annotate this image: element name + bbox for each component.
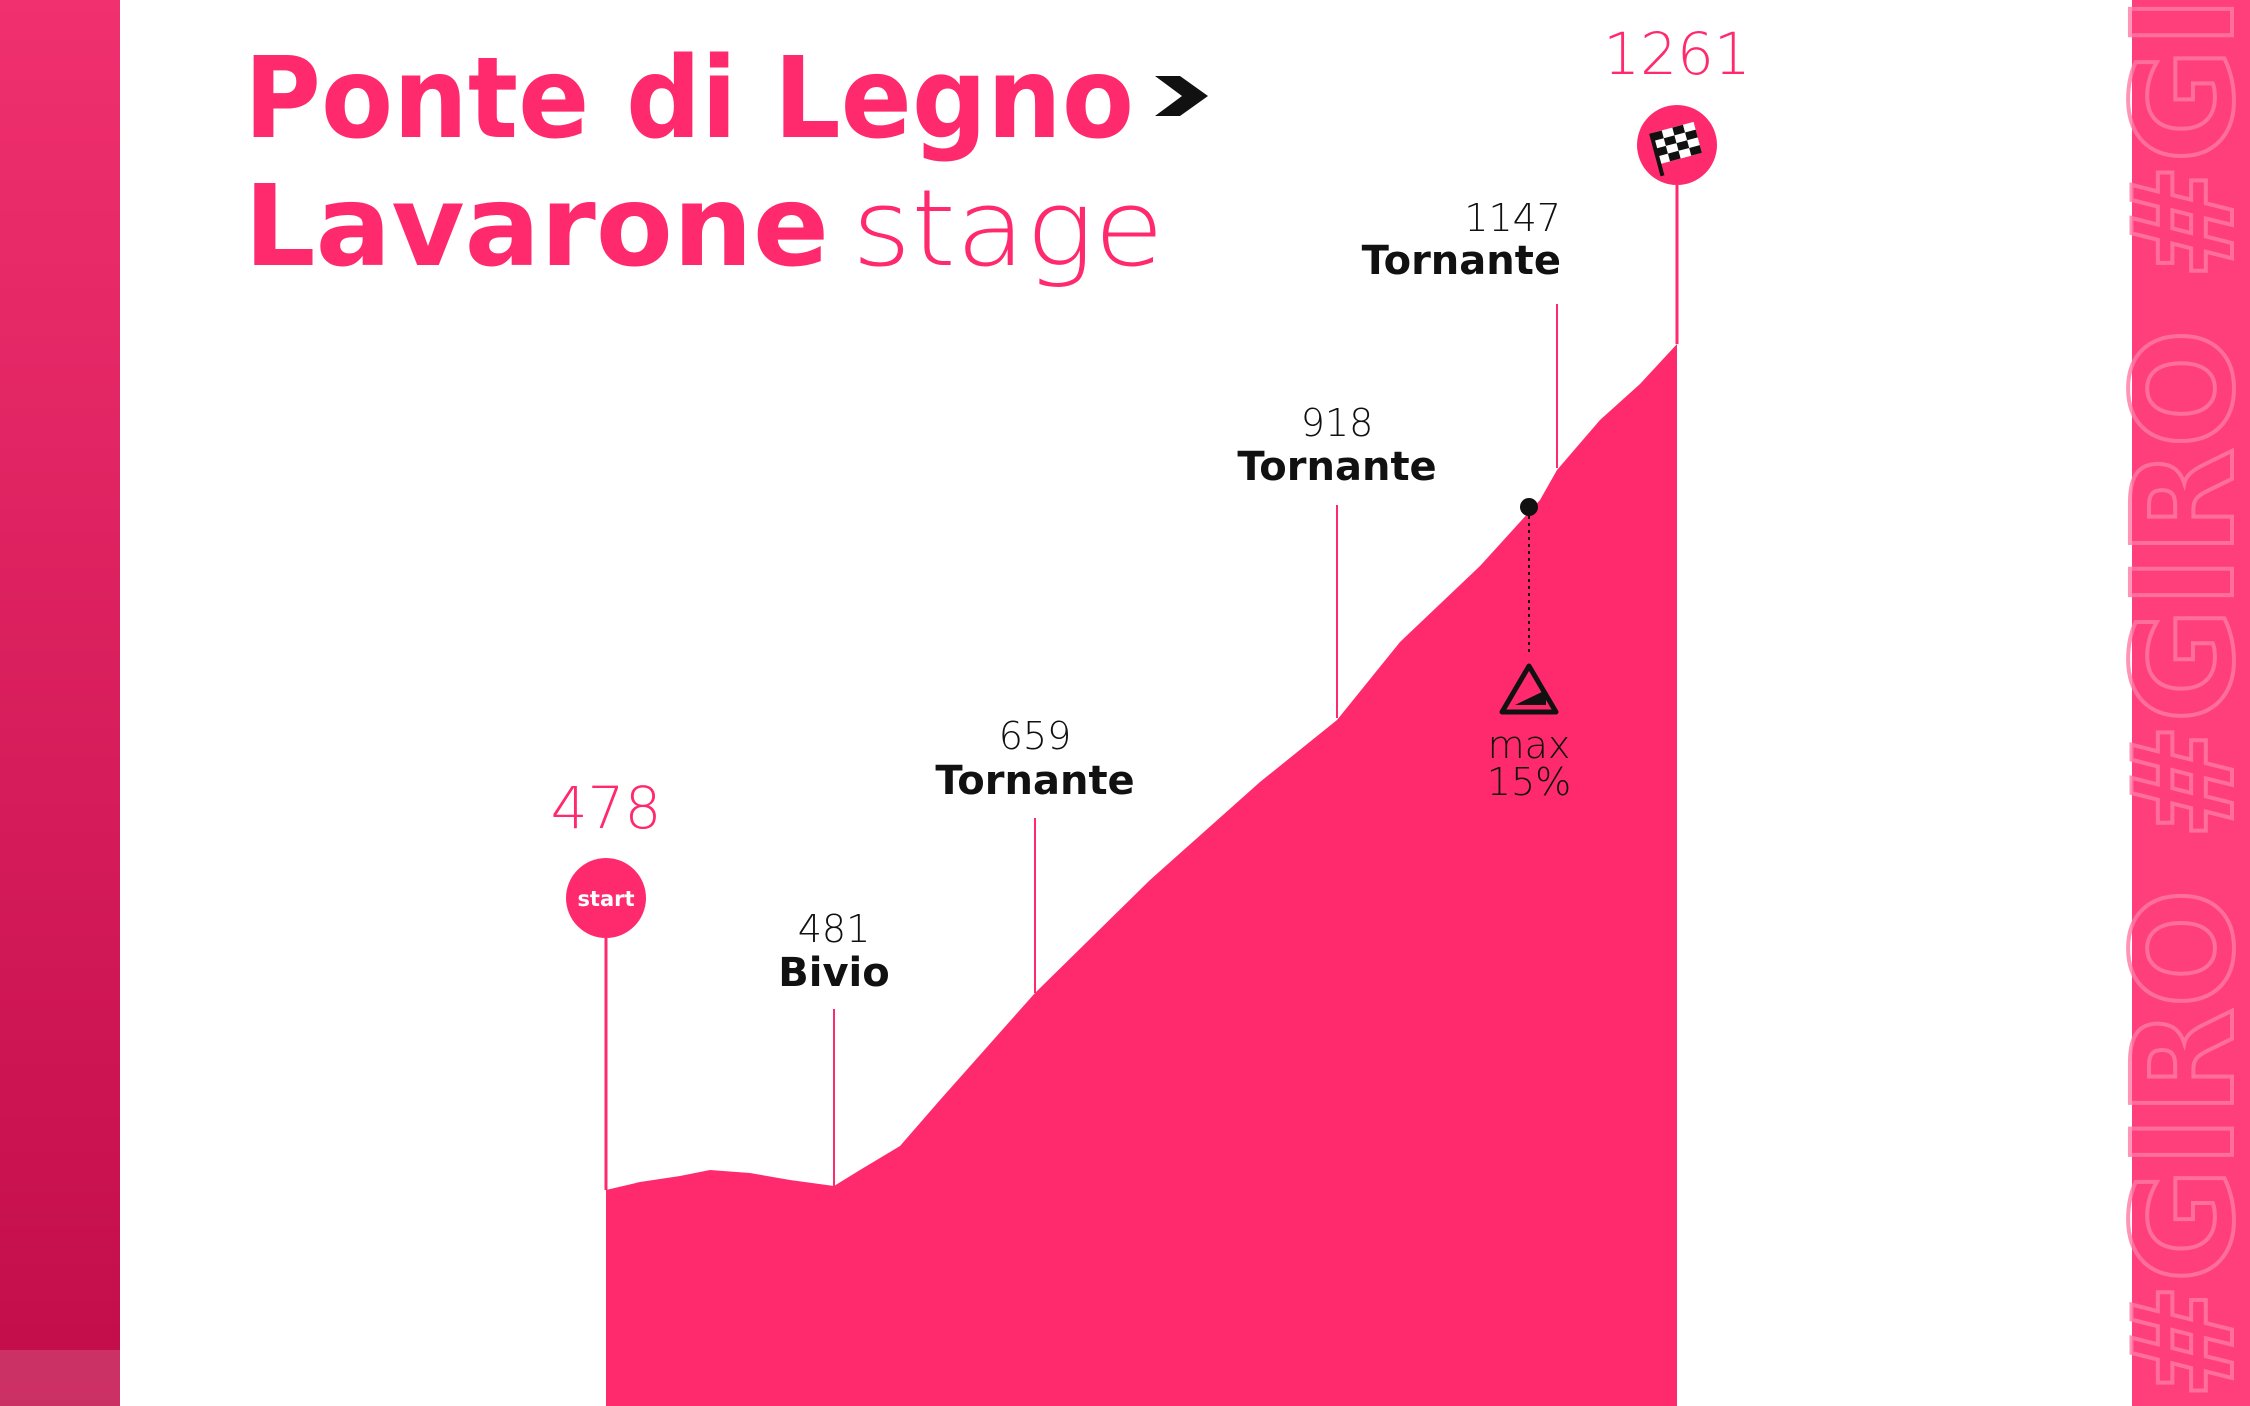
left-band: [0, 0, 120, 1406]
left-band-accent: [0, 1350, 120, 1406]
elevation-profile: [606, 344, 1677, 1406]
gradient-icon: [1499, 663, 1559, 715]
watermark: #GIRO #GIRO #GI: [2103, 0, 2250, 1400]
max-gradient-label: max: [1488, 723, 1571, 767]
waypoint-label: Tornante: [935, 758, 1134, 804]
waypoint-elevation: 1147: [1464, 196, 1561, 240]
waypoint-elevation: 659: [999, 714, 1072, 758]
start-label: start: [577, 887, 634, 911]
waypoint-label: Tornante: [1237, 444, 1436, 490]
waypoint-elevation: 918: [1301, 401, 1374, 445]
start-badge: [566, 858, 646, 938]
waypoint: 659 Tornante: [935, 714, 1135, 993]
finish-flag: [1649, 121, 1702, 177]
title-arrow: [1155, 76, 1208, 116]
max-gradient-value: 15%: [1487, 760, 1571, 804]
waypoint: 918 Tornante: [1237, 401, 1437, 718]
waypoint: 1147 Tornante: [1362, 196, 1561, 468]
max-gradient-dot: [1520, 498, 1538, 516]
finish-elevation: 1261: [1603, 20, 1751, 88]
title-line2-light: stage: [852, 167, 1164, 290]
waypoint-label: Bivio: [778, 950, 889, 996]
waypoint-label: Tornante: [1362, 238, 1561, 284]
title-line2-bold: Lavarone: [244, 162, 829, 292]
waypoint: 481 Bivio: [778, 907, 890, 1186]
waypoint-elevation: 481: [798, 907, 871, 951]
title-line1: Ponte di Legno: [244, 34, 1134, 164]
right-band: [2132, 0, 2250, 1406]
start-elevation: 478: [551, 774, 662, 842]
